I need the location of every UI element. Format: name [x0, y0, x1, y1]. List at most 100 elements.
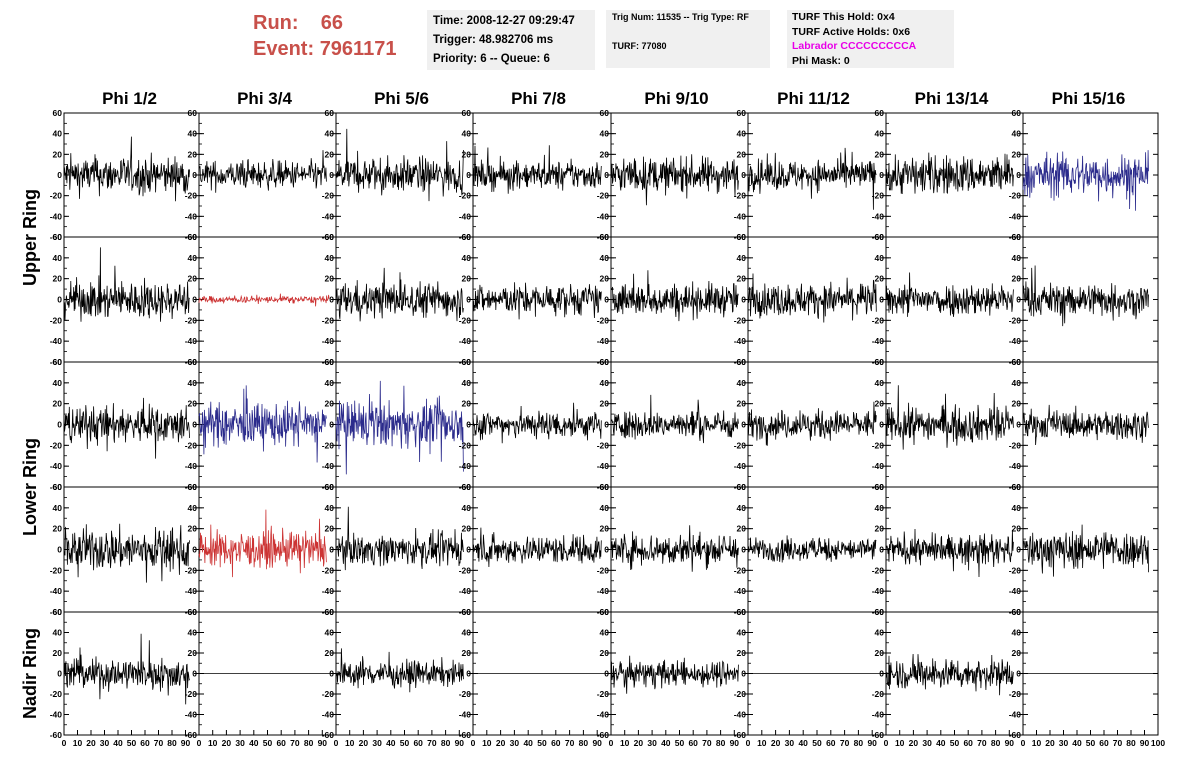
y-tick-label: 60	[737, 108, 747, 118]
y-tick-label: 0	[329, 170, 334, 180]
y-tick-label: 0	[741, 170, 746, 180]
waveform-trace	[610, 394, 739, 444]
x-tick-label: 50	[812, 738, 822, 748]
x-tick-label: 20	[222, 738, 232, 748]
y-tick-label: -20	[1009, 689, 1022, 699]
x-tick-label: 60	[140, 738, 150, 748]
waveform-trace	[472, 527, 602, 568]
waveform-trace	[63, 523, 190, 583]
y-tick-label: -20	[872, 315, 885, 325]
y-tick-label: 40	[53, 503, 63, 513]
y-tick-label: -20	[872, 689, 885, 699]
y-tick-label: -60	[1009, 730, 1022, 740]
y-tick-label: 20	[53, 399, 63, 409]
x-tick-label: 0	[62, 738, 67, 748]
y-tick-label: 20	[325, 524, 335, 534]
y-tick-label: 40	[53, 628, 63, 638]
y-tick-label: 20	[325, 399, 335, 409]
trig-num-text: Trig Num: 11535 -- Trig Type: RF	[612, 12, 749, 22]
y-tick-label: 60	[1012, 108, 1022, 118]
y-tick-label: -60	[50, 357, 63, 367]
y-tick-label: -40	[1009, 586, 1022, 596]
y-tick-label: 0	[741, 295, 746, 305]
y-tick-label: -60	[734, 730, 747, 740]
y-tick-label: 0	[741, 545, 746, 555]
y-tick-label: 20	[462, 524, 472, 534]
y-tick-label: 40	[325, 503, 335, 513]
x-tick-label: 70	[977, 738, 987, 748]
waveform-trace	[885, 653, 1014, 696]
y-tick-label: -40	[597, 461, 610, 471]
y-tick-label: 20	[737, 648, 747, 658]
y-tick-label: -60	[50, 482, 63, 492]
y-tick-label: 20	[1012, 149, 1022, 159]
y-tick-label: 0	[329, 420, 334, 430]
x-tick-label: 70	[427, 738, 437, 748]
y-tick-label: 20	[188, 149, 198, 159]
y-tick-label: 0	[192, 170, 197, 180]
y-tick-label: 60	[188, 108, 198, 118]
x-tick-label: 70	[1113, 738, 1123, 748]
y-tick-label: 0	[466, 545, 471, 555]
y-tick-label: -20	[459, 191, 472, 201]
y-tick-label: -40	[734, 211, 747, 221]
y-tick-label: 0	[1016, 669, 1021, 679]
x-tick-label: 30	[922, 738, 932, 748]
x-tick-label: 70	[840, 738, 850, 748]
y-tick-label: 20	[600, 648, 610, 658]
y-tick-label: 60	[53, 607, 63, 617]
y-tick-label: -40	[459, 586, 472, 596]
y-tick-label: 20	[462, 149, 472, 159]
y-tick-label: 40	[53, 253, 63, 263]
y-tick-label: -20	[185, 440, 198, 450]
waveform-trace	[472, 282, 602, 320]
y-tick-label: 40	[188, 253, 198, 263]
y-tick-label: 40	[462, 129, 472, 139]
y-tick-label: -40	[50, 336, 63, 346]
y-tick-label: -20	[50, 565, 63, 575]
y-tick-label: 20	[53, 274, 63, 284]
x-tick-label: 80	[854, 738, 864, 748]
x-tick-label: 90	[592, 738, 602, 748]
y-tick-label: 20	[1012, 648, 1022, 658]
x-tick-label: 80	[167, 738, 177, 748]
y-tick-label: 60	[1012, 232, 1022, 242]
x-tick-label: 80	[991, 738, 1001, 748]
y-tick-label: -40	[185, 461, 198, 471]
x-tick-label: 20	[909, 738, 919, 748]
waveform-trace	[198, 509, 327, 578]
y-tick-label: -40	[872, 586, 885, 596]
x-tick-label: 0	[746, 738, 751, 748]
y-tick-label: 0	[879, 170, 884, 180]
y-tick-label: 40	[600, 253, 610, 263]
y-tick-label: 0	[192, 669, 197, 679]
time-text: Time: 2008-12-27 09:29:47	[433, 15, 575, 27]
y-tick-label: -40	[1009, 461, 1022, 471]
y-tick-label: 40	[875, 253, 885, 263]
y-tick-label: -20	[734, 689, 747, 699]
x-tick-label: 40	[661, 738, 671, 748]
y-tick-label: 60	[1012, 482, 1022, 492]
y-tick-label: 60	[875, 232, 885, 242]
y-tick-label: -20	[1009, 191, 1022, 201]
y-tick-label: 60	[462, 232, 472, 242]
x-tick-label: 40	[523, 738, 533, 748]
y-tick-label: 40	[188, 378, 198, 388]
y-tick-label: 60	[875, 357, 885, 367]
column-title: Phi 3/4	[237, 89, 292, 108]
y-tick-label: -20	[597, 689, 610, 699]
y-tick-label: 60	[53, 108, 63, 118]
y-tick-label: -40	[597, 211, 610, 221]
y-tick-label: 40	[188, 503, 198, 513]
turf-active-holds-text: TURF Active Holds: 0x6	[792, 25, 911, 38]
y-tick-label: -40	[872, 336, 885, 346]
run-line: Run: 66	[253, 10, 396, 36]
x-tick-label: 50	[263, 738, 273, 748]
y-tick-label: 0	[1016, 295, 1021, 305]
column-title: Phi 9/10	[644, 89, 708, 108]
waveform-trace	[335, 267, 464, 322]
y-tick-label: -40	[597, 586, 610, 596]
y-tick-label: 20	[875, 149, 885, 159]
y-tick-label: 40	[1012, 129, 1022, 139]
